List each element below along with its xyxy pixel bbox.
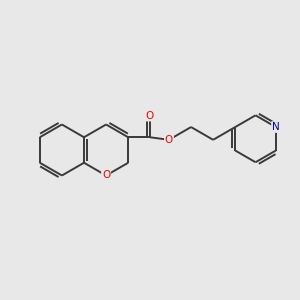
Text: O: O: [102, 170, 110, 181]
Text: O: O: [165, 135, 173, 145]
Text: N: N: [272, 122, 280, 132]
Text: O: O: [146, 111, 154, 121]
